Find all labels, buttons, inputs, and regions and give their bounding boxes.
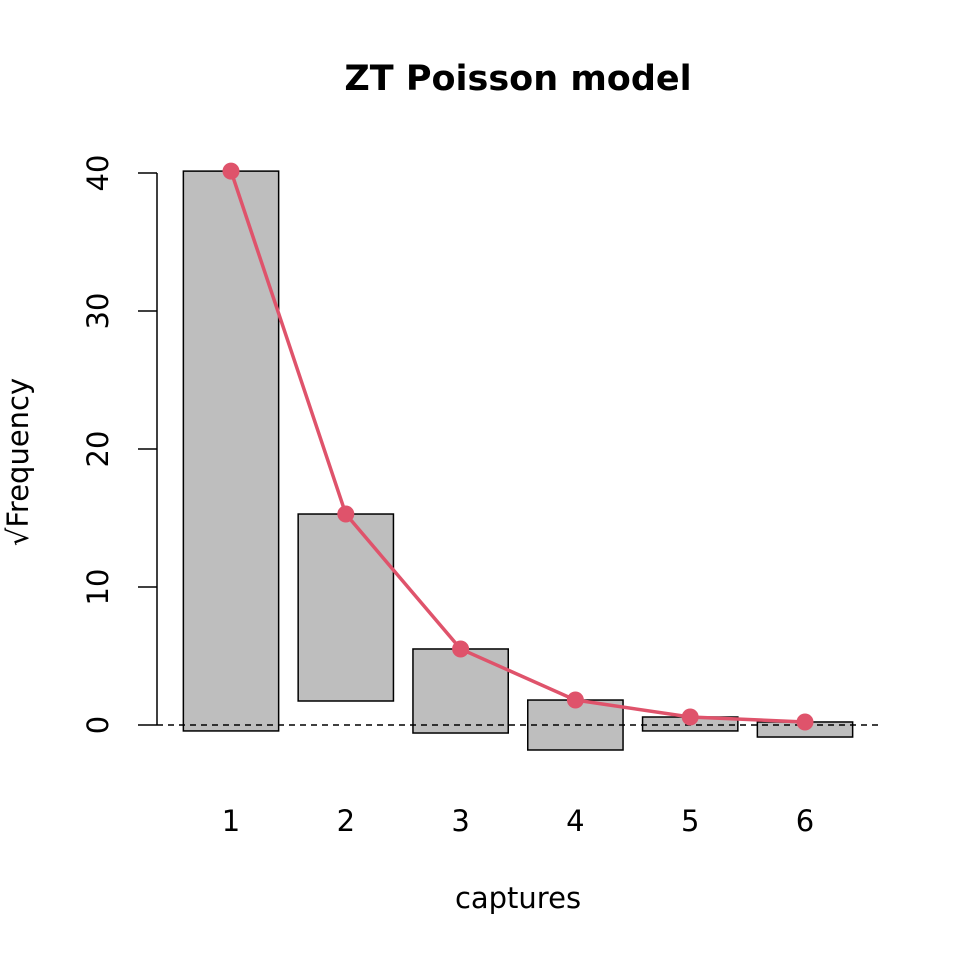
y-tick-label: 0 [81,716,115,734]
x-tick-label: 2 [337,804,355,838]
x-tick-label: 3 [451,804,469,838]
x-axis-label: captures [455,881,581,915]
expected-point [222,162,240,180]
x-tick-label: 5 [681,804,699,838]
expected-point [796,713,814,731]
expected-line [229,170,806,724]
y-axis-label: √Frequency [1,378,35,546]
expected-point [452,640,470,658]
y-tick-label: 40 [81,155,115,192]
expected-point [566,691,584,709]
x-tick-label: 1 [222,804,240,838]
expected-point [337,505,355,523]
chart-title: ZT Poisson model [344,59,691,99]
y-tick-label: 10 [81,569,115,606]
y-tick-label: 30 [81,293,115,330]
bar [182,170,280,732]
y-tick-label: 20 [81,431,115,468]
expected-point [681,708,699,726]
x-tick-label: 4 [566,804,584,838]
bar [297,513,395,702]
bar [412,648,509,734]
x-tick-label: 6 [796,804,814,838]
